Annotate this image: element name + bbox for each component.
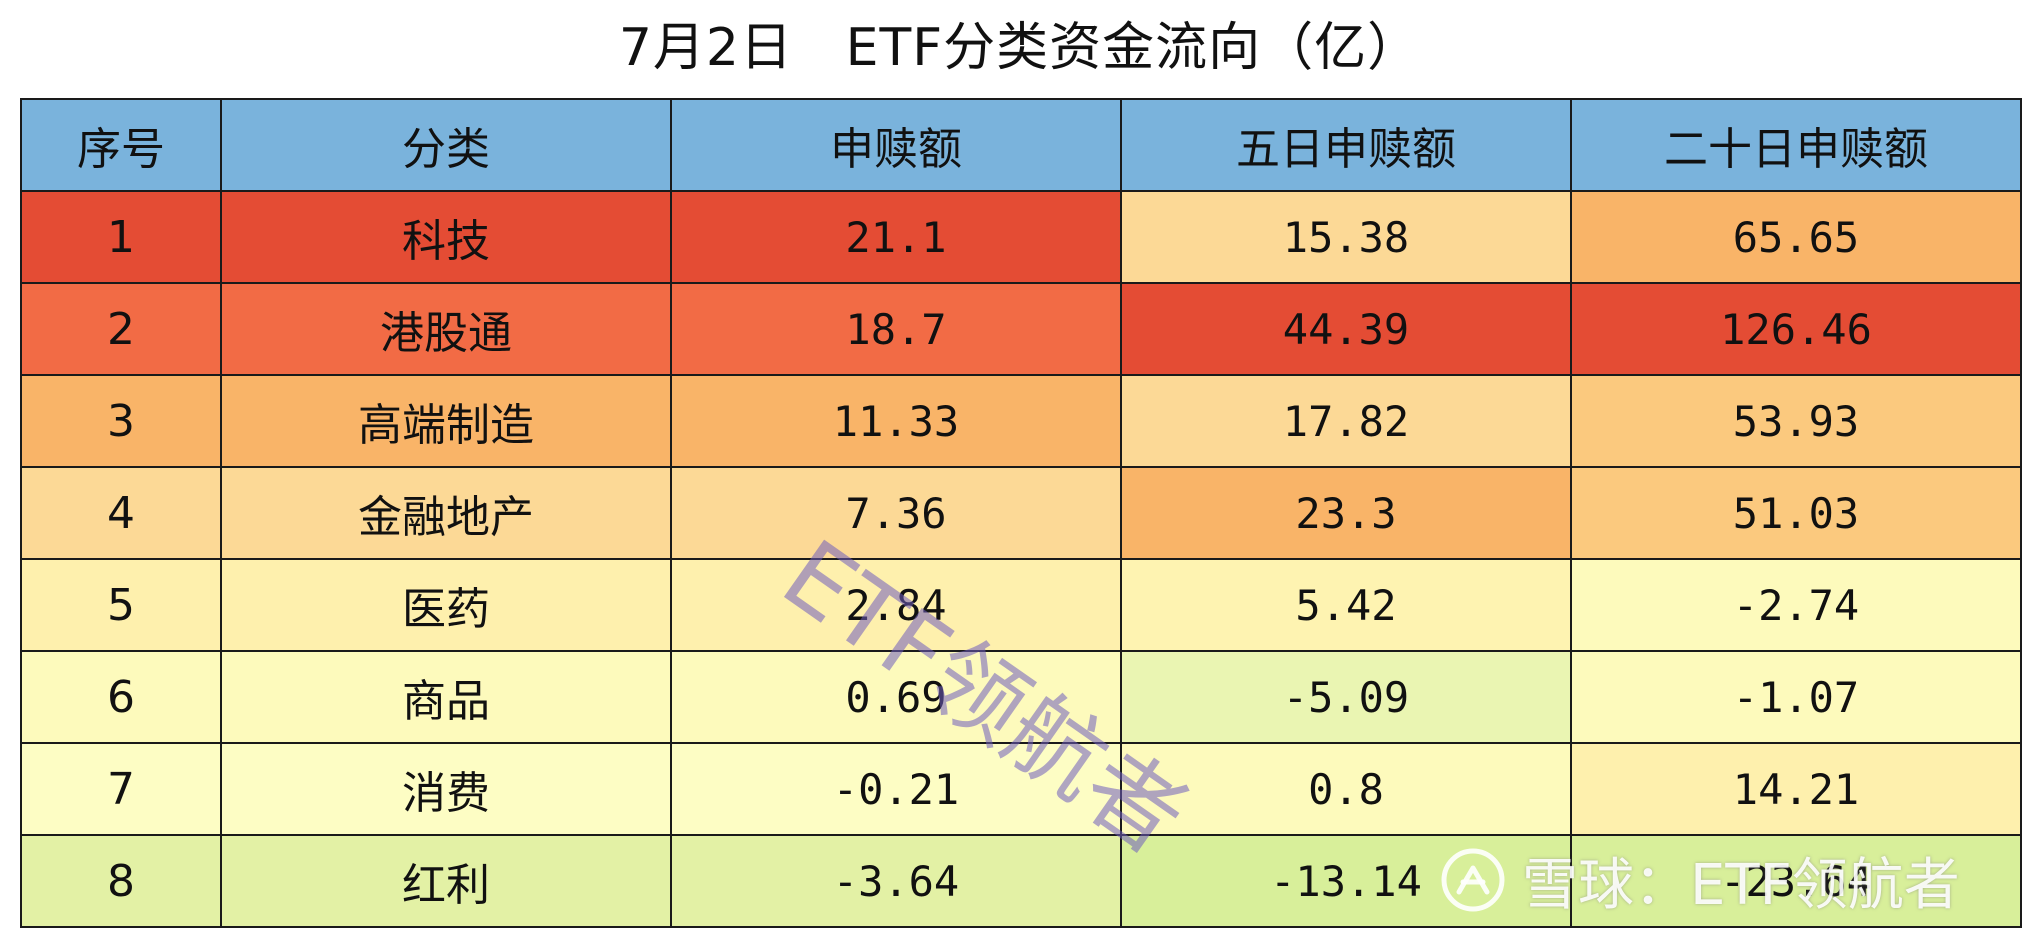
row-category: 金融地产 [220, 466, 672, 560]
daily-value-cell: -3.64 [670, 834, 1122, 928]
column-header-daily: 申赎额 [670, 98, 1122, 192]
daily-value-cell: 7.36 [670, 466, 1122, 560]
row-category: 商品 [220, 650, 672, 744]
fund-flow-table: 序号 分类 申赎额 五日申赎额 二十日申赎额 1 科技 21.1 15.38 6… [20, 98, 2022, 928]
row-index: 7 [20, 742, 222, 836]
row-category: 高端制造 [220, 374, 672, 468]
five-day-value-cell: -5.09 [1120, 650, 1572, 744]
column-header-index: 序号 [20, 98, 222, 192]
twenty-day-value-cell: 14.21 [1570, 742, 2022, 836]
table-row: 2 港股通 18.7 44.39 126.46 [20, 282, 2022, 376]
daily-value-cell: 0.69 [670, 650, 1122, 744]
table-row: 3 高端制造 11.33 17.82 53.93 [20, 374, 2022, 468]
twenty-day-value-cell: 51.03 [1570, 466, 2022, 560]
daily-value-cell: 18.7 [670, 282, 1122, 376]
row-category: 消费 [220, 742, 672, 836]
table-row: 8 红利 -3.64 -13.14 -23.64 [20, 834, 2022, 928]
five-day-value-cell: 23.3 [1120, 466, 1572, 560]
twenty-day-value-cell: 65.65 [1570, 190, 2022, 284]
five-day-value-cell: 0.8 [1120, 742, 1572, 836]
table-row: 7 消费 -0.21 0.8 14.21 [20, 742, 2022, 836]
table-row: 6 商品 0.69 -5.09 -1.07 [20, 650, 2022, 744]
row-index: 3 [20, 374, 222, 468]
row-index: 4 [20, 466, 222, 560]
twenty-day-value-cell: 126.46 [1570, 282, 2022, 376]
row-index: 5 [20, 558, 222, 652]
row-index: 1 [20, 190, 222, 284]
five-day-value-cell: 15.38 [1120, 190, 1572, 284]
daily-value-cell: 2.84 [670, 558, 1122, 652]
daily-value-cell: 21.1 [670, 190, 1122, 284]
twenty-day-value-cell: -23.64 [1570, 834, 2022, 928]
column-header-five-day: 五日申赎额 [1120, 98, 1572, 192]
table-header-row: 序号 分类 申赎额 五日申赎额 二十日申赎额 [20, 98, 2022, 192]
five-day-value-cell: 5.42 [1120, 558, 1572, 652]
twenty-day-value-cell: -2.74 [1570, 558, 2022, 652]
daily-value-cell: -0.21 [670, 742, 1122, 836]
row-index: 2 [20, 282, 222, 376]
row-category: 红利 [220, 834, 672, 928]
table-row: 4 金融地产 7.36 23.3 51.03 [20, 466, 2022, 560]
daily-value-cell: 11.33 [670, 374, 1122, 468]
row-index: 6 [20, 650, 222, 744]
twenty-day-value-cell: 53.93 [1570, 374, 2022, 468]
chart-title: 7月2日 ETF分类资金流向（亿） [618, 18, 1421, 78]
five-day-value-cell: -13.14 [1120, 834, 1572, 928]
five-day-value-cell: 17.82 [1120, 374, 1572, 468]
column-header-twenty-day: 二十日申赎额 [1570, 98, 2022, 192]
row-category: 港股通 [220, 282, 672, 376]
row-index: 8 [20, 834, 222, 928]
row-category: 医药 [220, 558, 672, 652]
row-category: 科技 [220, 190, 672, 284]
five-day-value-cell: 44.39 [1120, 282, 1572, 376]
twenty-day-value-cell: -1.07 [1570, 650, 2022, 744]
table-row: 5 医药 2.84 5.42 -2.74 [20, 558, 2022, 652]
table-row: 1 科技 21.1 15.38 65.65 [20, 190, 2022, 284]
column-header-category: 分类 [220, 98, 672, 192]
